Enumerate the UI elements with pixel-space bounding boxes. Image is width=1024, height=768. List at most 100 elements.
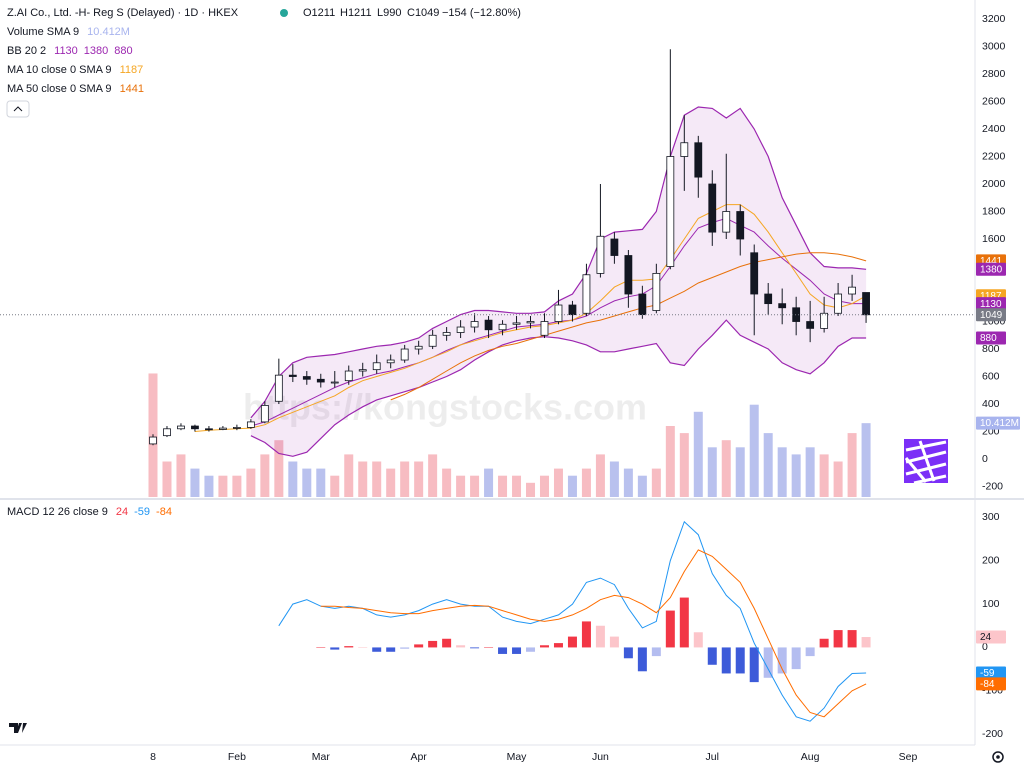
price-tick-label: 1600 <box>982 233 1006 245</box>
candle-body <box>274 374 283 402</box>
price-tick-label: 2200 <box>982 150 1006 162</box>
time-tick-label: Jul <box>706 751 719 763</box>
volume-bar <box>749 404 759 497</box>
indicator-value: 10.412M <box>87 26 130 38</box>
volume-bar <box>847 433 857 497</box>
macd-histogram-bar <box>358 647 368 648</box>
volume-bar <box>400 461 410 497</box>
macd-histogram-bar <box>805 647 815 657</box>
indicator-value: 880 <box>114 45 132 57</box>
macd-histogram-bar <box>777 647 787 674</box>
brand-logo <box>904 439 948 485</box>
candle-body <box>624 255 633 295</box>
volume-bar <box>833 461 843 497</box>
volume-bar <box>218 475 228 497</box>
volume-bar <box>777 447 787 497</box>
volume-bar <box>819 454 829 497</box>
macd-histogram-bar <box>414 644 424 648</box>
candle-body <box>358 369 367 372</box>
volume-bar <box>162 461 172 497</box>
candle-body <box>484 319 493 331</box>
bollinger-lower <box>250 319 867 457</box>
candle-body <box>344 370 353 382</box>
volume-bar <box>539 475 549 497</box>
indicator-value: 1380 <box>84 45 108 57</box>
macd-tick-label: 200 <box>982 554 1000 566</box>
candle-body <box>806 321 815 329</box>
price-tick-label: 3200 <box>982 13 1006 25</box>
volume-bar <box>358 461 368 497</box>
candle-body <box>526 321 535 324</box>
candle-body <box>680 142 689 157</box>
candle-body <box>428 334 437 347</box>
price-tag <box>976 666 1006 680</box>
volume-bar <box>637 475 647 497</box>
candle-body <box>302 376 311 380</box>
volume-bar <box>302 468 312 497</box>
volume-bar <box>428 454 438 497</box>
candle-body <box>260 405 269 423</box>
time-tick-label: Apr <box>410 751 427 763</box>
volume-bar <box>651 468 661 497</box>
price-tick-label: 2000 <box>982 178 1006 190</box>
candle-body <box>386 359 395 364</box>
settings-icon[interactable] <box>992 751 1004 763</box>
macd-histogram-bar <box>637 647 647 672</box>
candle-body <box>177 425 185 430</box>
volume-bar <box>665 426 675 497</box>
candle-body <box>694 142 703 178</box>
macd-histogram-bar <box>400 647 410 649</box>
price-tag <box>976 416 1020 430</box>
time-tick-label: Mar <box>312 751 331 763</box>
macd-histogram-bar <box>847 630 857 648</box>
price-tag <box>976 297 1006 311</box>
macd-histogram-bar <box>498 647 508 654</box>
price-tick-label: 2400 <box>982 123 1006 135</box>
macd-histogram-bar <box>679 597 689 648</box>
candle-body <box>862 292 870 316</box>
macd-histogram-bar <box>456 645 466 648</box>
volume-bar <box>232 475 242 497</box>
candle-body <box>330 381 339 384</box>
candle-body <box>736 211 745 240</box>
candle-body <box>834 293 843 314</box>
ohlc-open: O1211 <box>303 7 335 19</box>
volume-bar <box>805 447 815 497</box>
macd-histogram-bar <box>693 632 703 648</box>
price-tag-label: 1130 <box>980 299 1002 310</box>
candle-body <box>456 326 465 333</box>
volume-bar <box>595 454 605 497</box>
macd-histogram-bar <box>861 637 871 648</box>
volume-bar <box>567 475 577 497</box>
macd-histogram-bar <box>428 640 438 648</box>
indicator-name: Volume SMA 9 <box>7 26 79 38</box>
volume-bar <box>484 468 494 497</box>
macd-histogram-bar <box>470 647 480 649</box>
macd-histogram-bar <box>819 638 829 648</box>
macd-histogram-bar <box>763 647 773 678</box>
volume-bar <box>386 468 396 497</box>
price-tick-label: 3000 <box>982 40 1006 52</box>
candle-body <box>666 156 675 267</box>
price-tag-label: 1441 <box>980 256 1003 267</box>
candle-body <box>414 345 423 350</box>
volume-bar <box>260 454 270 497</box>
candle-body <box>149 436 157 445</box>
candle-body <box>400 348 409 361</box>
macd-histogram-bar <box>665 610 675 648</box>
volume-bar <box>679 433 689 497</box>
candle-body <box>512 322 521 325</box>
macd-histogram-bar <box>595 625 605 648</box>
price-tick-label: 800 <box>982 343 1000 355</box>
volume-bar <box>553 468 563 497</box>
volume-bar <box>288 461 298 497</box>
chart-title: Z.AI Co., Ltd. -H- Reg S (Delayed) · 1D … <box>7 7 239 19</box>
price-tag-label: 1049 <box>980 310 1003 321</box>
collapse-button[interactable] <box>6 100 30 118</box>
macd-histogram-bar <box>721 647 731 674</box>
macd-histogram-bar <box>539 645 549 648</box>
macd-histogram-bar <box>484 647 494 648</box>
volume-bar <box>791 454 801 497</box>
volume-bar <box>498 475 508 497</box>
candle-body <box>848 286 856 295</box>
